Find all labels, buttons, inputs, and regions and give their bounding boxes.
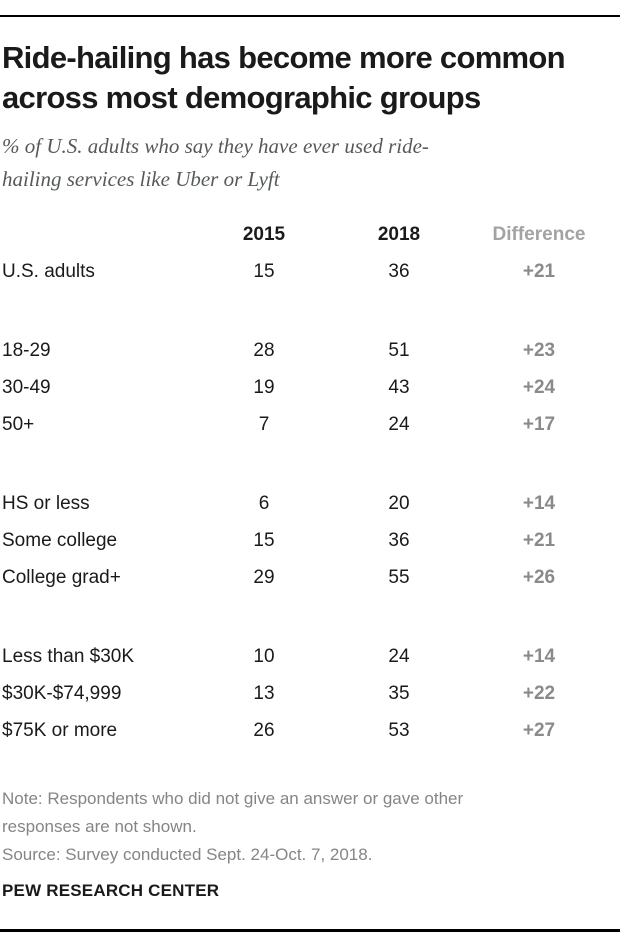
value-2015: 13 — [253, 682, 275, 704]
value-difference: +27 — [522, 719, 556, 741]
pew-research-center-wordmark: PEW RESEARCH CENTER — [2, 881, 220, 900]
title-line-2: across most demographic groups — [2, 80, 481, 115]
top-rule — [0, 15, 620, 17]
row-label: 18-29 — [2, 339, 51, 361]
value-difference: +22 — [522, 682, 556, 704]
value-2018: 53 — [388, 719, 410, 741]
table-row-50-plus: 50+ 7 24 +17 — [2, 406, 620, 443]
row-label: 50+ — [2, 413, 35, 435]
value-2015: 28 — [253, 339, 275, 361]
title-line-1: Ride-hailing has become more common — [2, 40, 566, 75]
value-difference: +17 — [522, 413, 556, 435]
value-2018: 36 — [388, 260, 410, 282]
bottom-rule — [0, 929, 620, 932]
value-difference: +14 — [522, 645, 556, 667]
value-2015: 15 — [253, 529, 275, 551]
value-2018: 43 — [388, 376, 410, 398]
value-difference: +26 — [522, 566, 556, 588]
footnote: Note: Respondents who did not give an an… — [2, 785, 620, 869]
value-2018: 20 — [388, 492, 410, 514]
table-row-hs-or-less: HS or less 6 20 +14 — [2, 485, 620, 522]
value-2015: 15 — [253, 260, 275, 282]
table-row-30k-74999: $30K-$74,999 13 35 +22 — [2, 675, 620, 712]
row-label: HS or less — [2, 492, 90, 514]
table-row-some-college: Some college 15 36 +21 — [2, 522, 620, 559]
row-label: College grad+ — [2, 566, 121, 588]
table-row-30-49: 30-49 19 43 +24 — [2, 369, 620, 406]
column-header-difference: Difference — [492, 223, 586, 245]
table-row-75k-or-more: $75K or more 26 53 +27 — [2, 712, 620, 749]
table-header-row: 2015 2018 Difference — [2, 216, 620, 253]
value-2015: 26 — [253, 719, 275, 741]
row-label: 30-49 — [2, 376, 51, 398]
row-label: U.S. adults — [2, 260, 95, 282]
data-table: 2015 2018 Difference U.S. adults 15 36 +… — [2, 216, 620, 749]
group-gap — [2, 596, 620, 638]
value-difference: +21 — [522, 529, 556, 551]
note-line-1: Note: Respondents who did not give an an… — [2, 789, 464, 808]
column-header-2018: 2018 — [377, 223, 421, 245]
value-2015: 7 — [258, 413, 270, 435]
value-2018: 24 — [388, 413, 410, 435]
value-2018: 36 — [388, 529, 410, 551]
value-2018: 51 — [388, 339, 410, 361]
value-2018: 55 — [388, 566, 410, 588]
column-header-2015: 2015 — [242, 223, 286, 245]
group-gap — [2, 290, 620, 332]
row-label: $75K or more — [2, 719, 118, 741]
row-label: Some college — [2, 529, 118, 551]
value-difference: +23 — [522, 339, 556, 361]
value-2015: 29 — [253, 566, 275, 588]
table-row-us-adults: U.S. adults 15 36 +21 — [2, 253, 620, 290]
value-2018: 35 — [388, 682, 410, 704]
page-title: Ride-hailing has become more common acro… — [2, 38, 620, 118]
group-gap — [2, 443, 620, 485]
value-2018: 24 — [388, 645, 410, 667]
chart-subtitle: % of U.S. adults who say they have ever … — [2, 130, 620, 196]
subtitle-line-1: % of U.S. adults who say they have ever … — [2, 134, 429, 158]
subtitle-line-2: hailing services like Uber or Lyft — [2, 167, 280, 191]
row-label: Less than $30K — [2, 645, 135, 667]
value-difference: +24 — [522, 376, 556, 398]
value-difference: +21 — [522, 260, 556, 282]
table-row-less-than-30k: Less than $30K 10 24 +14 — [2, 638, 620, 675]
value-difference: +14 — [522, 492, 556, 514]
value-2015: 6 — [258, 492, 270, 514]
value-2015: 10 — [253, 645, 275, 667]
note-line-2: responses are not shown. — [2, 817, 197, 836]
value-2015: 19 — [253, 376, 275, 398]
source-line: Source: Survey conducted Sept. 24-Oct. 7… — [2, 845, 373, 864]
table-row-college-grad: College grad+ 29 55 +26 — [2, 559, 620, 596]
row-label: $30K-$74,999 — [2, 682, 122, 704]
table-row-18-29: 18-29 28 51 +23 — [2, 332, 620, 369]
